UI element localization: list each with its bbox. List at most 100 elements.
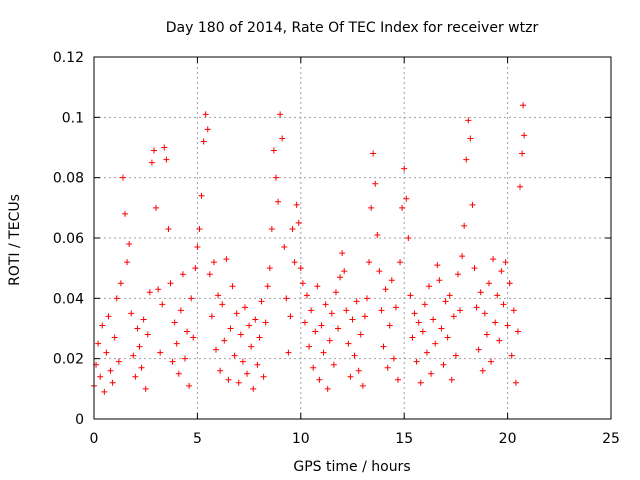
data-point [279, 135, 286, 142]
data-point [223, 256, 230, 263]
data-point [262, 319, 269, 326]
data-point [136, 343, 143, 350]
data-point [122, 210, 129, 217]
data-point [345, 340, 352, 347]
data-point [173, 340, 180, 347]
data-point [483, 331, 490, 338]
data-point [413, 358, 420, 365]
data-point [175, 370, 182, 377]
data-point [301, 319, 308, 326]
data-point [252, 316, 259, 323]
data-point [107, 367, 114, 374]
data-point [146, 289, 153, 296]
data-point [452, 352, 459, 359]
data-point [308, 307, 315, 314]
data-point [508, 352, 515, 359]
data-point [473, 304, 480, 311]
data-point [241, 304, 248, 311]
data-point [221, 337, 228, 344]
data-point [159, 301, 166, 308]
data-point [246, 322, 253, 329]
data-point [200, 138, 207, 145]
data-point [306, 343, 313, 350]
data-point [436, 277, 443, 284]
data-point [270, 147, 277, 154]
y-axis-label: ROTI / TECUs [7, 194, 23, 286]
data-point [299, 280, 306, 287]
data-point [328, 310, 335, 317]
data-point [161, 144, 168, 151]
data-point [206, 271, 213, 278]
data-point [417, 379, 424, 386]
data-point [366, 259, 373, 266]
y-tick-label: 0.02 [53, 352, 84, 368]
data-point [440, 361, 447, 368]
data-point [361, 313, 368, 320]
data-point [148, 159, 155, 166]
data-point [142, 385, 149, 392]
y-tick-label: 0.04 [53, 291, 84, 307]
x-tick-label: 10 [292, 431, 310, 447]
axis-ticks: 0 5 10 15 20 25 0 0.02 0.04 0.06 0.08 0.1 0.12 [53, 50, 620, 447]
data-point [272, 174, 279, 181]
data-point [380, 343, 387, 350]
data-point [281, 244, 288, 251]
data-point [430, 316, 437, 323]
data-point [457, 307, 464, 314]
data-point [171, 319, 178, 326]
data-point [405, 235, 412, 241]
data-point [351, 352, 358, 359]
data-point [461, 222, 468, 229]
data-point [291, 259, 298, 266]
data-point [134, 325, 141, 332]
data-point [198, 192, 205, 199]
data-point [103, 349, 110, 356]
data-point [194, 244, 201, 251]
data-point [215, 292, 222, 299]
data-point [384, 364, 391, 371]
plot-frame [93, 56, 612, 420]
data-point [233, 310, 240, 317]
x-tick-label: 5 [193, 431, 202, 447]
data-point [163, 156, 170, 163]
x-axis-label: GPS time / hours [293, 459, 410, 475]
data-point [210, 259, 217, 266]
data-point [318, 322, 325, 329]
data-point [428, 370, 435, 377]
data-point [415, 319, 422, 326]
data-point [99, 322, 106, 329]
data-point [320, 349, 327, 356]
data-point [517, 183, 524, 190]
data-point [481, 310, 488, 317]
data-point [372, 180, 379, 187]
data-point [287, 313, 294, 320]
data-point [138, 364, 145, 371]
data-point [512, 379, 519, 386]
data-point [374, 231, 381, 238]
data-point [169, 358, 176, 365]
data-point [341, 268, 348, 275]
data-point [101, 388, 108, 395]
data-point [465, 117, 472, 124]
data-point [444, 334, 451, 341]
data-point [115, 358, 122, 365]
data-point [186, 382, 193, 389]
data-point [285, 349, 292, 356]
data-point [177, 307, 184, 314]
data-point [256, 334, 263, 341]
data-point [521, 132, 528, 139]
data-point [244, 370, 251, 377]
data-point [268, 225, 275, 232]
data-point [190, 334, 197, 341]
data-point [248, 343, 255, 350]
data-point [376, 268, 383, 275]
data-point [277, 111, 284, 118]
data-point [475, 346, 482, 353]
data-point [275, 198, 282, 205]
y-tick-label: 0.06 [53, 231, 84, 247]
data-point [326, 337, 333, 344]
x-tick-label: 25 [602, 431, 620, 447]
data-point [494, 292, 501, 299]
data-point [357, 331, 364, 338]
y-tick-label: 0 [75, 412, 84, 428]
